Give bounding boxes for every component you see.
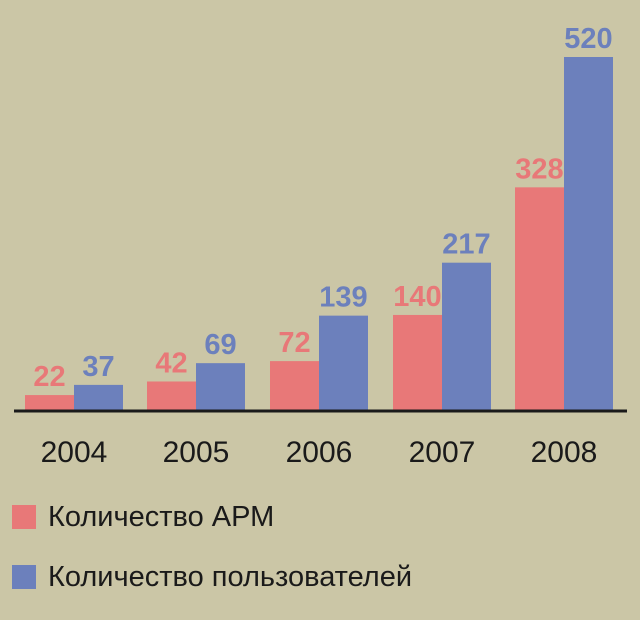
- data-label-arm-2004: 22: [33, 361, 65, 393]
- x-tick-label-2006: 2006: [286, 436, 353, 469]
- bar-users-2008: [564, 57, 613, 410]
- legend-swatch-users: [12, 565, 36, 589]
- data-label-users-2008: 520: [564, 23, 612, 55]
- x-tick-label-2008: 2008: [531, 436, 598, 469]
- data-label-arm-2005: 42: [155, 347, 187, 379]
- bar-arm-2007: [393, 314, 442, 410]
- x-tick-label-2007: 2007: [409, 436, 476, 469]
- legend-item-users: Количество пользователей: [12, 560, 632, 594]
- legend-label-arm: Количество АРМ: [48, 500, 275, 533]
- legend-label-users: Количество пользователей: [48, 560, 413, 593]
- data-label-arm-2006: 72: [278, 327, 310, 359]
- bar-arm-2006: [270, 361, 319, 410]
- x-tick-label-2004: 2004: [41, 436, 108, 469]
- bar-users-2004: [74, 384, 123, 410]
- bar-arm-2004: [25, 395, 74, 410]
- data-label-arm-2007: 140: [393, 281, 441, 313]
- data-label-users-2007: 217: [442, 229, 490, 261]
- x-tick-label-2005: 2005: [163, 436, 230, 469]
- bar-arm-2008: [515, 187, 564, 410]
- bar-arm-2005: [147, 381, 196, 410]
- bar-users-2007: [442, 262, 491, 410]
- data-label-users-2004: 37: [82, 351, 114, 383]
- bar-users-2006: [319, 315, 368, 410]
- bar-users-2005: [196, 363, 245, 410]
- legend-swatch-arm: [12, 505, 36, 529]
- data-label-users-2005: 69: [204, 329, 236, 361]
- data-label-arm-2008: 328: [515, 153, 563, 185]
- legend-item-arm: Количество АРМ: [12, 500, 632, 534]
- legend: Количество АРМ Количество пользователей: [12, 500, 632, 620]
- data-label-users-2006: 139: [319, 282, 367, 314]
